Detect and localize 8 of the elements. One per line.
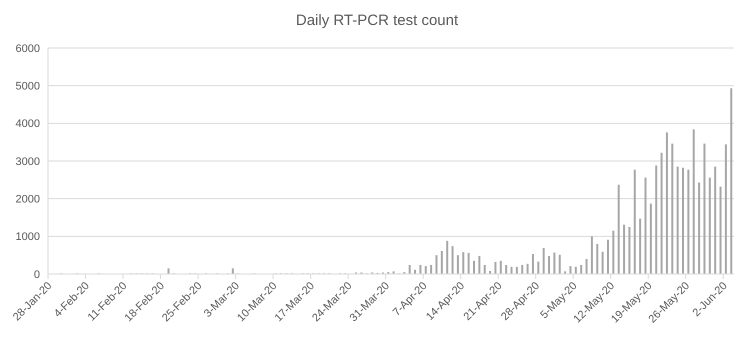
y-tick-label: 1000 — [16, 231, 40, 244]
chart-title: Daily RT-PCR test count — [294, 12, 460, 29]
y-tick-label: 0 — [34, 268, 40, 281]
y-tick-label: 6000 — [16, 42, 40, 55]
y-tick-label: 4000 — [16, 118, 40, 130]
y-tick-label: 2000 — [16, 194, 40, 206]
y-tick-label: 5000 — [16, 80, 40, 93]
y-tick-label: 3000 — [16, 156, 40, 168]
